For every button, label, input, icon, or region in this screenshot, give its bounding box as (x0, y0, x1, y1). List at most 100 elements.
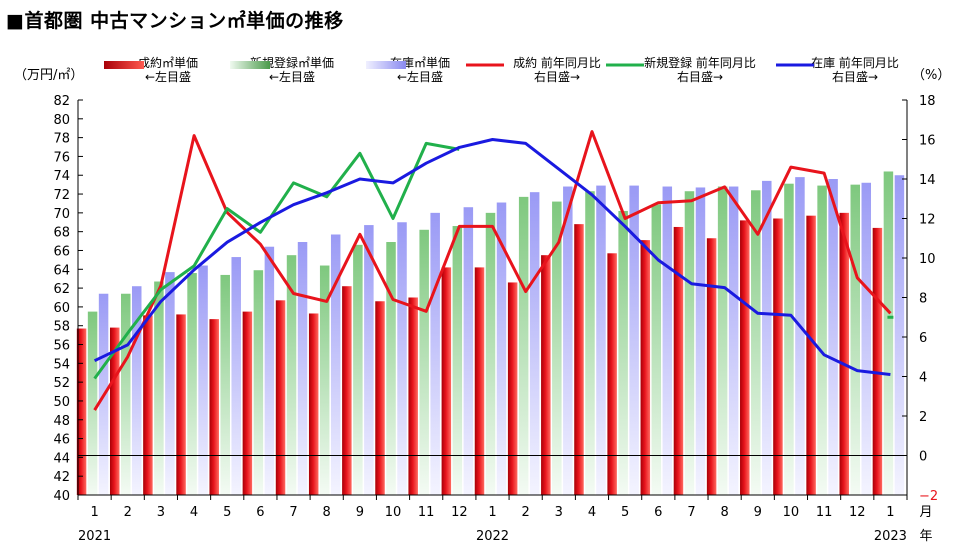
new-bar (618, 210, 628, 495)
y-left-tick-label: 60 (53, 301, 70, 316)
x-tick-label: 1 (90, 505, 98, 520)
new-bar (485, 212, 496, 495)
legend-swatch-new (230, 61, 270, 69)
contract-bar (342, 286, 352, 495)
legend-item-stock-yoy: 在庫 前年同月比 右目盛→ (790, 56, 920, 84)
y-right-tick-label: 12 (919, 213, 936, 228)
y-right-tick-label: −2 (919, 489, 938, 504)
new-bar (784, 183, 794, 495)
x-year-label: 2023 (874, 529, 907, 544)
new-bar (319, 265, 330, 495)
y-right-tick-label: 10 (919, 252, 936, 267)
x-tick-label: 2 (124, 505, 132, 520)
y-left-tick-label: 54 (53, 357, 70, 372)
y-right-tick-label: 6 (919, 331, 927, 346)
y-right-tick-label: 2 (919, 410, 927, 425)
contract-bar (308, 313, 319, 495)
contract-bar (474, 267, 485, 495)
stock-bar (198, 265, 208, 495)
stock-bar (264, 246, 275, 495)
y-left-tick-label: 44 (53, 451, 70, 466)
x-tick-label: 11 (418, 505, 435, 520)
x-tick-label: 7 (289, 505, 297, 520)
x-tick-label: 1 (488, 505, 496, 520)
legend-swatch-contract (104, 61, 144, 69)
x-unit-month-label: 月 (919, 505, 932, 520)
chart-title: ■首都圏 中古マンション㎡単価の推移 (6, 10, 344, 32)
new-bar (717, 186, 728, 495)
legend-item-new-yoy: 新規登録 前年同月比 右目盛→ (630, 56, 770, 84)
y-left-tick-label: 40 (53, 489, 70, 504)
new-bar (220, 274, 230, 495)
x-tick-label: 2 (522, 505, 530, 520)
contract-bar (507, 282, 518, 495)
stock-bar (728, 186, 739, 495)
new-bar (452, 226, 463, 495)
legend-sub-contract-yoy: 右目盛→ (533, 70, 581, 84)
y-right-tick-label: 14 (919, 173, 936, 188)
y-left-tick-label: 50 (53, 395, 70, 410)
new-bar (386, 242, 396, 495)
y-left-tick-label: 82 (53, 94, 70, 109)
legend-label-new: 新規登録㎡単価 (249, 56, 334, 70)
x-tick-label: 8 (720, 505, 728, 520)
x-tick-label: 9 (356, 505, 364, 520)
x-tick-label: 7 (687, 505, 695, 520)
x-year-label: 2021 (78, 529, 111, 544)
y-right-tick-label: 0 (919, 450, 927, 465)
new-bar (419, 229, 429, 496)
contract-bar (574, 224, 584, 495)
x-tick-label: 10 (783, 505, 800, 520)
contract-bar (109, 327, 120, 495)
stock-bar (563, 186, 573, 495)
legend-label-contract-yoy: 成約 前年同月比 (513, 56, 601, 70)
x-tick-label: 6 (654, 505, 662, 520)
new-bar (850, 184, 861, 495)
contract-bar (242, 311, 253, 495)
contract-bar (375, 301, 385, 495)
new-bar (552, 201, 562, 496)
stock-bar (828, 179, 838, 495)
y-left-tick-label: 76 (53, 150, 70, 165)
y-right-tick-label: 16 (919, 134, 936, 149)
stock-bar (894, 175, 905, 495)
contract-bar (209, 319, 219, 495)
y-left-tick-label: 66 (53, 244, 70, 259)
stock-bar (330, 234, 341, 495)
legend-item-contract-yoy: 成約 前年同月比 右目盛→ (492, 56, 622, 84)
stock-bar (861, 182, 872, 495)
y-left-tick-label: 48 (53, 414, 70, 429)
stock-bar (662, 186, 673, 495)
x-tick-label: 9 (754, 505, 762, 520)
stock-bar (496, 202, 507, 495)
stock-bar (629, 185, 639, 496)
legend-sub-stock-yoy: 右目盛→ (831, 70, 879, 84)
y-left-tick-label: 74 (53, 169, 70, 184)
new-bar (518, 196, 529, 495)
stock-bar (297, 242, 308, 495)
y-left-tick-label: 64 (53, 263, 70, 278)
x-tick-label: 11 (816, 505, 833, 520)
stock-bar (131, 286, 142, 495)
contract-bar (740, 220, 750, 495)
y-left-tick-label: 78 (53, 132, 70, 147)
contract-bar (706, 238, 717, 495)
y-right-tick-label: 4 (919, 371, 927, 386)
x-tick-label: 5 (223, 505, 231, 520)
y-left-tick-label: 62 (53, 282, 70, 297)
contract-bar (673, 226, 684, 495)
x-tick-label: 6 (256, 505, 264, 520)
x-tick-label: 5 (621, 505, 629, 520)
y-left-tick-label: 46 (53, 433, 70, 448)
x-year-label: 2022 (476, 529, 509, 544)
legend-label-stock-yoy: 在庫 前年同月比 (811, 56, 899, 70)
new-yoy-line (93, 141, 460, 380)
x-tick-label: 10 (385, 505, 402, 520)
new-bar (585, 191, 595, 495)
y-right-tick-label: 8 (919, 292, 927, 307)
contract-bar (76, 328, 87, 495)
new-bar (751, 190, 761, 496)
contract-bar (441, 267, 452, 495)
x-tick-label: 3 (157, 505, 165, 520)
